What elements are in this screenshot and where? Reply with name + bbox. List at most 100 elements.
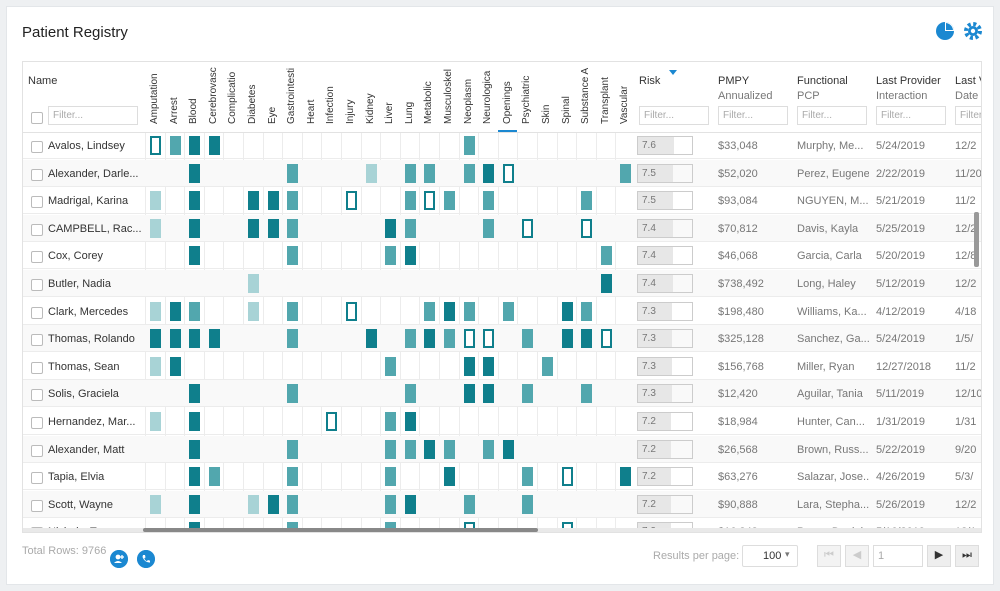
condition-marker[interactable] bbox=[189, 136, 201, 155]
condition-marker[interactable] bbox=[463, 301, 475, 321]
condition-marker[interactable] bbox=[150, 218, 161, 238]
condition-marker[interactable] bbox=[267, 191, 279, 211]
condition-marker[interactable] bbox=[444, 467, 455, 487]
row-checkbox[interactable] bbox=[31, 141, 43, 153]
condition-marker[interactable] bbox=[424, 301, 436, 321]
row-checkbox[interactable] bbox=[31, 389, 43, 402]
condition-marker[interactable] bbox=[248, 494, 259, 514]
condition-marker[interactable] bbox=[169, 356, 181, 376]
table-row[interactable]: Thomas, Rolando 7.3 $325,128 Sanchez, Ga...… bbox=[23, 325, 981, 353]
patient-name[interactable]: Cox, Corey bbox=[48, 250, 104, 263]
phone-icon[interactable] bbox=[137, 550, 155, 568]
condition-column-header[interactable]: Skin bbox=[541, 104, 552, 124]
condition-marker[interactable] bbox=[385, 467, 397, 487]
patient-name[interactable]: Tapia, Elvia bbox=[48, 471, 105, 484]
condition-column-header[interactable]: Substance A bbox=[580, 67, 592, 124]
condition-marker[interactable] bbox=[404, 439, 416, 459]
condition-marker[interactable] bbox=[463, 163, 475, 183]
condition-marker[interactable] bbox=[267, 218, 279, 238]
condition-column-header[interactable]: Blood bbox=[188, 98, 200, 124]
patient-name[interactable]: Hernandez, Mar... bbox=[48, 416, 136, 428]
condition-marker[interactable] bbox=[502, 301, 514, 321]
column-name[interactable]: Name bbox=[28, 75, 58, 87]
condition-marker[interactable] bbox=[150, 301, 161, 321]
condition-marker[interactable] bbox=[404, 329, 416, 349]
patient-name[interactable]: Avalos, Lindsey bbox=[48, 140, 125, 152]
condition-marker[interactable] bbox=[267, 494, 279, 514]
patient-name[interactable]: CAMPBELL, Rac... bbox=[48, 222, 142, 235]
condition-marker[interactable] bbox=[150, 494, 161, 514]
condition-column-header[interactable]: Musculoskel bbox=[443, 68, 454, 124]
condition-marker[interactable] bbox=[385, 522, 397, 532]
condition-marker[interactable] bbox=[287, 522, 299, 532]
condition-marker[interactable] bbox=[287, 494, 299, 514]
condition-marker[interactable] bbox=[326, 412, 338, 431]
condition-marker[interactable] bbox=[581, 329, 593, 349]
condition-marker[interactable] bbox=[463, 384, 475, 404]
patient-name[interactable]: Scott, Wayne bbox=[48, 498, 114, 511]
table-row[interactable]: Alexander, Darle... 7.5 $52,020 Perez, Euge… bbox=[23, 159, 981, 187]
condition-marker[interactable] bbox=[463, 136, 475, 155]
condition-marker[interactable] bbox=[581, 191, 593, 211]
add-patient-icon[interactable] bbox=[110, 550, 128, 568]
condition-marker[interactable] bbox=[502, 439, 514, 459]
last-provider-filter-input[interactable]: Filter... bbox=[876, 106, 946, 125]
condition-marker[interactable] bbox=[169, 329, 181, 349]
condition-marker[interactable] bbox=[287, 301, 299, 321]
table-row[interactable]: Cox, Corey 7.4 $46,068 Garcia, Carla 5/20/20… bbox=[23, 242, 981, 270]
table-row[interactable]: Clark, Mercedes 7.3 $198,480 Williams, Ka..… bbox=[23, 298, 981, 325]
pmpy-filter-input[interactable]: Filter... bbox=[718, 106, 788, 125]
condition-marker[interactable] bbox=[444, 301, 455, 321]
condition-column-header[interactable]: Vascular bbox=[619, 85, 631, 124]
patient-name[interactable]: Alexander, Darle... bbox=[48, 167, 139, 180]
pie-chart-icon[interactable] bbox=[935, 21, 955, 41]
condition-marker[interactable] bbox=[522, 218, 534, 238]
column-pmpy[interactable]: PMPY Annualized bbox=[718, 74, 772, 104]
condition-marker[interactable] bbox=[287, 246, 299, 266]
row-checkbox[interactable] bbox=[31, 472, 43, 485]
last-v-filter-input[interactable]: Filter... bbox=[955, 106, 981, 125]
condition-column-header[interactable]: Openings bbox=[501, 81, 513, 124]
condition-marker[interactable] bbox=[365, 329, 377, 349]
condition-marker[interactable] bbox=[404, 218, 416, 238]
condition-marker[interactable] bbox=[189, 439, 201, 459]
condition-marker[interactable] bbox=[287, 467, 299, 487]
condition-marker[interactable] bbox=[189, 522, 201, 532]
row-checkbox[interactable] bbox=[31, 417, 43, 429]
results-per-page-select[interactable]: 100 ▾ bbox=[742, 545, 798, 567]
condition-column-header[interactable]: Heart bbox=[305, 99, 317, 124]
select-all-checkbox[interactable] bbox=[31, 112, 43, 124]
condition-marker[interactable] bbox=[287, 384, 299, 404]
condition-marker[interactable] bbox=[189, 301, 201, 321]
condition-marker[interactable] bbox=[248, 301, 259, 321]
condition-column-header[interactable]: Psychiatric bbox=[521, 75, 533, 124]
patient-name[interactable]: Alexander, Matt bbox=[48, 443, 125, 456]
name-filter-input[interactable]: Filter... bbox=[48, 106, 138, 125]
condition-marker[interactable] bbox=[189, 191, 201, 211]
condition-marker[interactable] bbox=[600, 329, 612, 349]
condition-marker[interactable] bbox=[444, 439, 455, 459]
condition-marker[interactable] bbox=[483, 384, 495, 404]
condition-marker[interactable] bbox=[522, 384, 534, 404]
condition-marker[interactable] bbox=[620, 163, 632, 183]
condition-marker[interactable] bbox=[189, 329, 201, 349]
condition-column-header[interactable]: Liver bbox=[384, 102, 396, 124]
condition-marker[interactable] bbox=[581, 301, 593, 321]
functional-filter-input[interactable]: Filter... bbox=[797, 106, 867, 125]
condition-column-header[interactable]: Lung bbox=[403, 101, 415, 124]
condition-marker[interactable] bbox=[463, 494, 475, 514]
row-checkbox[interactable] bbox=[31, 306, 43, 319]
condition-marker[interactable] bbox=[463, 522, 475, 532]
row-checkbox[interactable] bbox=[31, 334, 43, 347]
condition-marker[interactable] bbox=[483, 218, 495, 238]
condition-marker[interactable] bbox=[385, 246, 397, 266]
column-risk[interactable]: Risk bbox=[639, 75, 661, 87]
row-checkbox[interactable] bbox=[31, 168, 43, 181]
condition-marker[interactable] bbox=[346, 191, 357, 211]
table-row[interactable]: Avalos, Lindsey 7.6 $33,048 Murphy, Me... 5/… bbox=[23, 132, 981, 159]
row-checkbox[interactable] bbox=[31, 223, 43, 236]
condition-marker[interactable] bbox=[581, 384, 593, 404]
first-page-button[interactable]: ⏮ bbox=[817, 545, 841, 567]
condition-marker[interactable] bbox=[561, 467, 573, 487]
condition-column-header[interactable]: Complicatio bbox=[227, 71, 239, 124]
